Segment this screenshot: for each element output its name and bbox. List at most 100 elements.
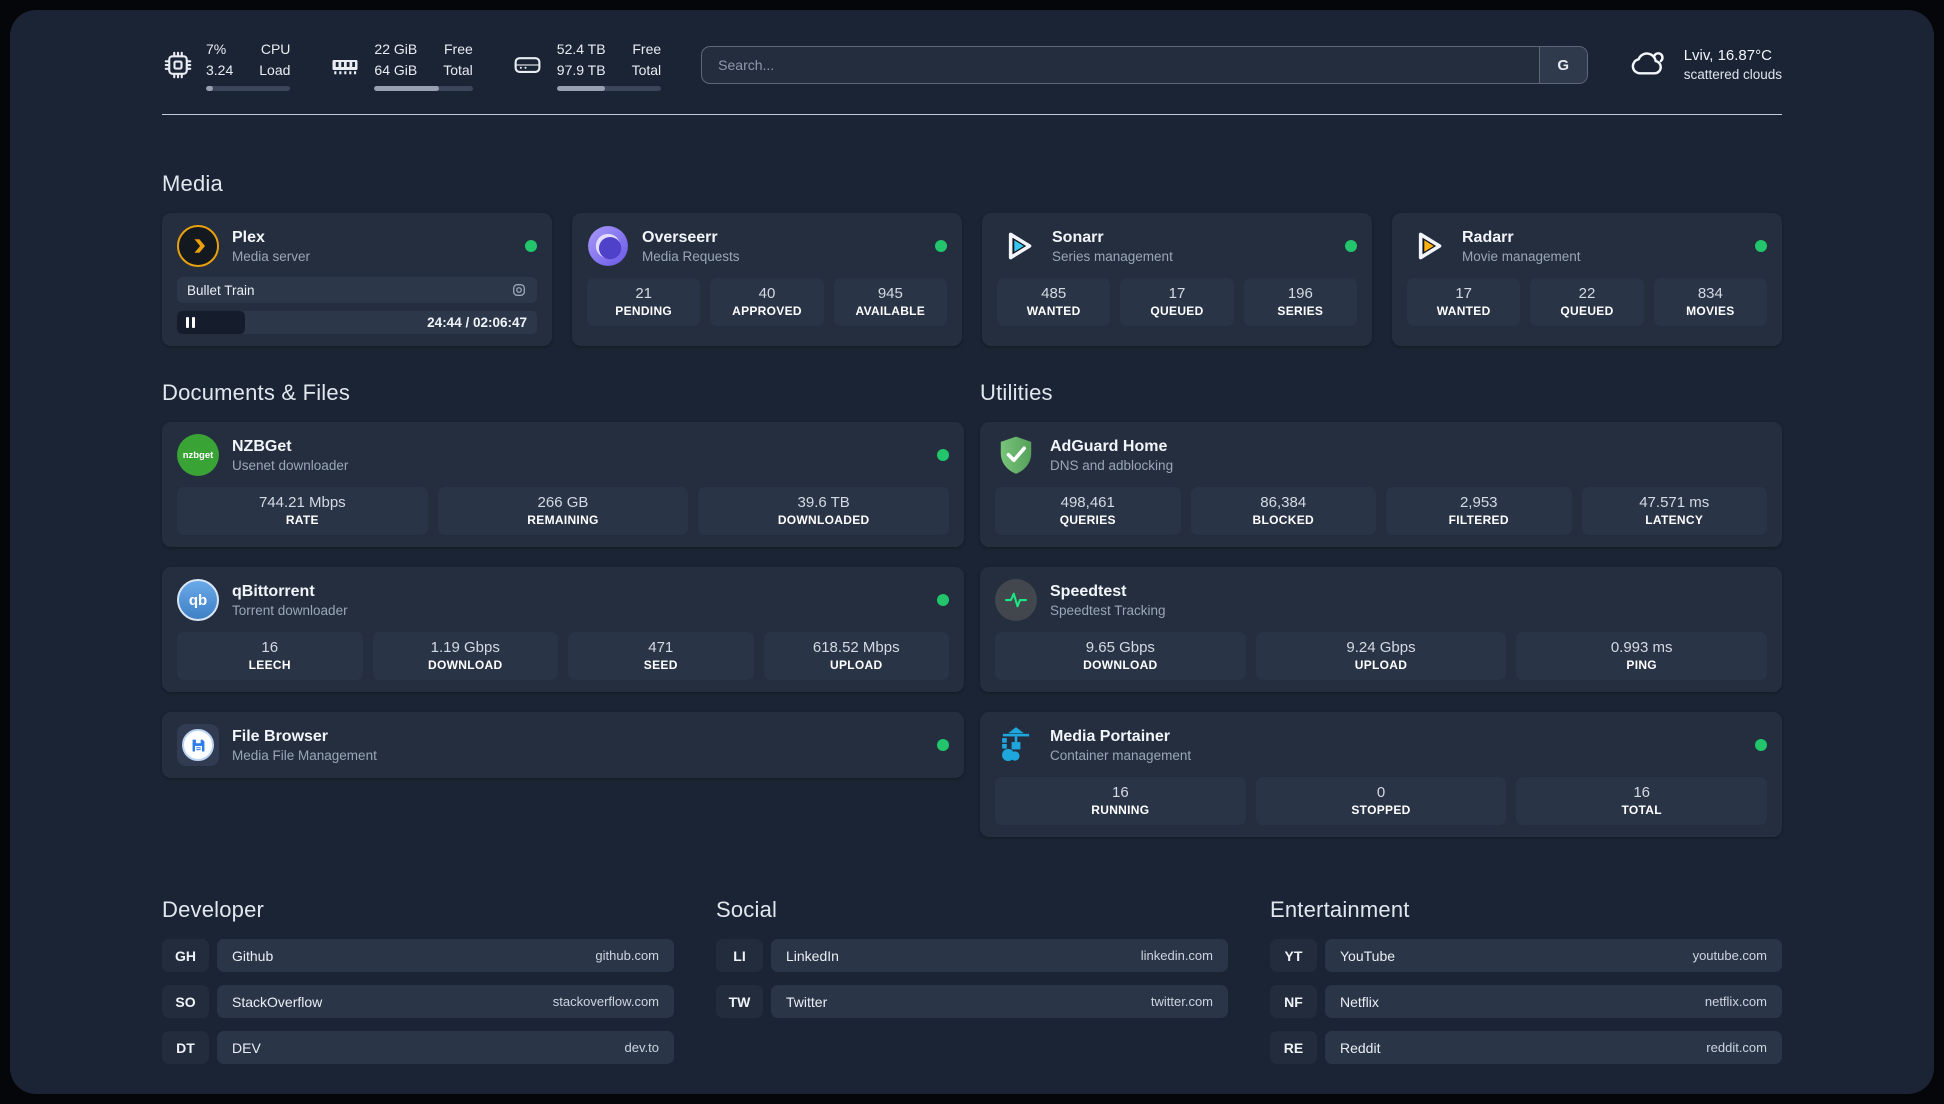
filebrowser-icon [177, 724, 219, 766]
service-name: qBittorrent [232, 582, 315, 600]
bookmark-url: reddit.com [1706, 1040, 1767, 1055]
service-card-plex[interactable]: Plex Media server Bullet Train [162, 213, 552, 346]
bookmark-stackoverflow[interactable]: SO StackOverflow stackoverflow.com [162, 985, 674, 1018]
service-card-sonarr[interactable]: Sonarr Series management 485 WANTED 17 Q… [982, 213, 1372, 346]
overseerr-icon [587, 225, 629, 267]
speedtest-icon [995, 579, 1037, 621]
stat-wanted: 485 WANTED [997, 278, 1111, 326]
disk-total-label: Total [631, 61, 662, 78]
bookmark-name: StackOverflow [232, 993, 323, 1010]
bookmark-name: DEV [232, 1039, 261, 1056]
search-engine-button[interactable]: G [1538, 47, 1587, 83]
bookmark-url: twitter.com [1150, 994, 1213, 1009]
stat-running: 16 RUNNING [995, 777, 1246, 825]
radarr-icon [1407, 225, 1449, 267]
service-subtitle: Usenet downloader [232, 457, 349, 473]
service-name: Sonarr [1052, 228, 1104, 246]
search-engine-label: G [1557, 56, 1570, 74]
service-card-speedtest[interactable]: Speedtest Speedtest Tracking 9.65 Gbps D… [980, 567, 1782, 692]
service-name: Media Portainer [1050, 727, 1171, 745]
disk-progress-fill [556, 85, 605, 91]
service-card-portainer[interactable]: Media Portainer Container management 16 … [980, 712, 1782, 837]
section-title-documents: Documents & Files [162, 380, 351, 405]
bookmark-linkedin[interactable]: LI LinkedIn linkedin.com [716, 939, 1228, 972]
memory-icon [328, 49, 362, 81]
service-card-nzbget[interactable]: nzbget NZBGet Usenet downloader 744.21 M… [162, 422, 964, 547]
bookmark-url: linkedin.com [1140, 948, 1213, 963]
stat-series: 196 SERIES [1243, 278, 1357, 326]
status-dot [1755, 739, 1767, 751]
stat-ping: 0.993 ms PING [1516, 632, 1767, 680]
status-dot [1345, 240, 1357, 252]
service-subtitle: DNS and adblocking [1050, 457, 1174, 473]
section-title-social: Social [716, 897, 778, 922]
cpu-usage-value: 7% [206, 41, 227, 58]
bookmark-reddit[interactable]: RE Reddit reddit.com [1270, 1031, 1782, 1064]
portainer-icon [995, 724, 1037, 766]
status-dot [937, 594, 949, 606]
nzbget-icon: nzbget [177, 434, 219, 476]
bookmark-netflix[interactable]: NF Netflix netflix.com [1270, 985, 1782, 1018]
resource-widgets: 7% 3.24 CPU Load [162, 39, 662, 91]
plex-icon [177, 225, 219, 267]
stat-seed: 471 SEED [568, 632, 754, 680]
disk-progress-track [556, 85, 662, 91]
stat-movies: 834 MOVIES [1653, 278, 1767, 326]
memory-total-value: 64 GiB [374, 61, 418, 78]
topbar: 7% 3.24 CPU Load [162, 36, 1782, 94]
service-name: Plex [232, 228, 265, 246]
service-card-filebrowser[interactable]: File Browser Media File Management [162, 712, 964, 778]
section-title-entertainment: Entertainment [1270, 897, 1410, 922]
adguard-icon [995, 434, 1037, 476]
bookmark-abbr: YT [1270, 939, 1317, 972]
bookmark-name: Netflix [1340, 993, 1379, 1010]
bookmark-dev[interactable]: DT DEV dev.to [162, 1031, 674, 1064]
service-card-overseerr[interactable]: Overseerr Media Requests 21 PENDING 40 A… [572, 213, 962, 346]
stat-queued: 17 QUEUED [1120, 278, 1234, 326]
memory-progress-fill [374, 85, 440, 91]
service-subtitle: Speedtest Tracking [1050, 602, 1166, 618]
bookmark-url: youtube.com [1692, 948, 1767, 963]
qbittorrent-icon-text: qb [188, 591, 208, 609]
service-subtitle: Media Requests [642, 248, 740, 264]
bookmark-twitter[interactable]: TW Twitter twitter.com [716, 985, 1228, 1018]
bookmark-group-social: Social LI LinkedIn linkedin.com TW Twitt… [716, 897, 1228, 1064]
section-title-developer: Developer [162, 897, 265, 922]
cpu-widget: 7% 3.24 CPU Load [162, 39, 291, 91]
playback-time: 24:44 / 02:06:47 [427, 315, 527, 330]
stat-upload: 9.24 Gbps UPLOAD [1255, 632, 1507, 680]
service-subtitle: Media File Management [232, 747, 377, 763]
weather-widget: Lviv, 16.87°C scattered clouds [1628, 44, 1782, 87]
bookmark-name: YouTube [1340, 947, 1396, 964]
now-playing-title: Bullet Train [187, 282, 255, 298]
dashboard: 7% 3.24 CPU Load [10, 10, 1934, 1094]
stat-filtered: 2,953 FILTERED [1386, 487, 1572, 535]
disk-widget: 52.4 TB 97.9 TB Free Total [511, 39, 662, 91]
cpu-progress-track [206, 85, 291, 91]
service-name: NZBGet [232, 437, 292, 455]
stat-download: 1.19 Gbps DOWNLOAD [372, 632, 558, 680]
search-input[interactable] [702, 57, 1539, 73]
disk-free-value: 52.4 TB [556, 41, 606, 58]
bookmark-youtube[interactable]: YT YouTube youtube.com [1270, 939, 1782, 972]
service-card-adguard[interactable]: AdGuard Home DNS and adblocking 498,461 … [980, 422, 1782, 547]
stat-wanted: 17 WANTED [1407, 278, 1521, 326]
service-card-qbittorrent[interactable]: qb qBittorrent Torrent downloader 16 [162, 567, 964, 692]
cpu-load-value: 3.24 [206, 61, 234, 78]
sonarr-icon [997, 225, 1039, 267]
service-subtitle: Container management [1050, 747, 1192, 763]
playback-progress-bar: 24:44 / 02:06:47 [177, 311, 537, 334]
memory-progress-track [374, 85, 473, 91]
cpu-progress-fill [206, 85, 213, 91]
status-dot [937, 739, 949, 751]
bookmark-name: Github [232, 947, 274, 964]
stat-latency: 47.571 ms LATENCY [1581, 487, 1767, 535]
bookmark-group-developer: Developer GH Github github.com SO StackO… [162, 897, 674, 1064]
cpu-load-label: Load [259, 61, 291, 78]
bookmark-github[interactable]: GH Github github.com [162, 939, 674, 972]
bookmark-group-entertainment: Entertainment YT YouTube youtube.com NF … [1270, 897, 1782, 1064]
service-card-radarr[interactable]: Radarr Movie management 17 WANTED 22 QUE… [1392, 213, 1782, 346]
cpu-icon [162, 49, 194, 81]
stat-downloaded: 39.6 TB DOWNLOADED [698, 487, 949, 535]
service-subtitle: Media server [232, 248, 311, 264]
